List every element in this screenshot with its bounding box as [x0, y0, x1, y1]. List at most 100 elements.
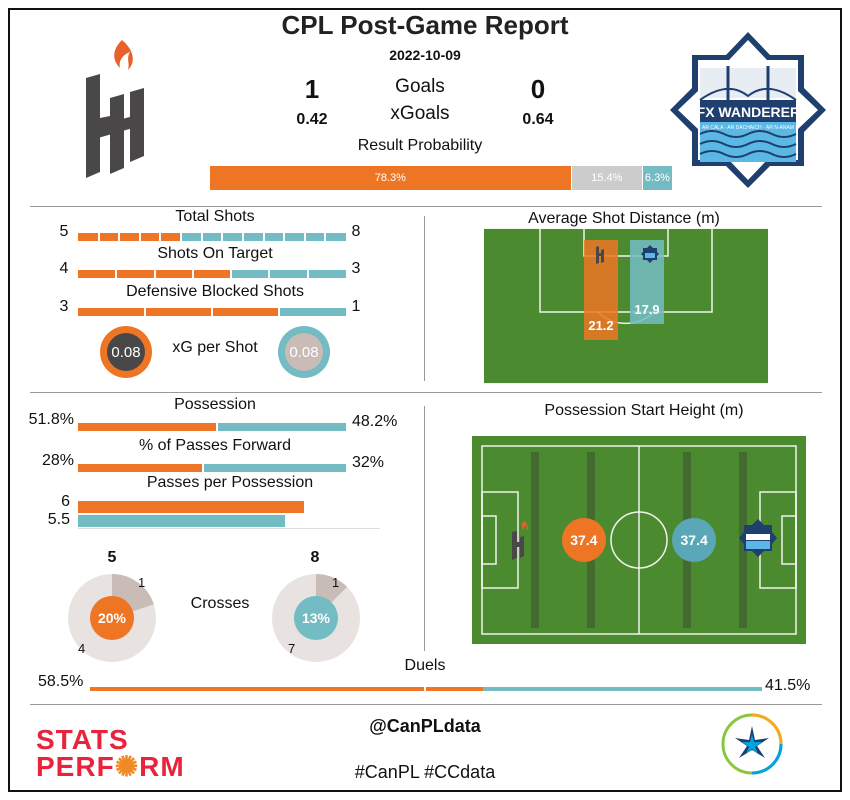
duels-away-value: 41.5% [765, 677, 811, 694]
shot-stat-home-bar [78, 233, 182, 241]
duels-home-value: 58.5% [38, 673, 84, 690]
goals-label: Goals [395, 76, 445, 97]
full-pitch: 37.4 37.4 [472, 436, 806, 644]
away-poss-height-marker: 37.4 [672, 518, 717, 562]
away-pitch-logo [739, 519, 777, 557]
home-mini-logo [596, 246, 604, 264]
duels-home-bar [90, 687, 484, 691]
home-crosses-failed: 4 [78, 641, 86, 656]
ppp-home-bar [78, 501, 304, 513]
shot-stat-away-value: 8 [351, 223, 361, 240]
poss-stat-home-bar [78, 464, 204, 472]
poss-stat-title: Possession [174, 396, 256, 413]
home-crosses-total: 5 [107, 549, 117, 566]
shot-stat-away-bar [231, 270, 346, 278]
shot-unit-gap [144, 308, 146, 316]
ppp-away-value: 5.5 [47, 511, 70, 528]
prob-away-segment: 6.3% [642, 166, 672, 190]
poss-stat-title: % of Passes Forward [138, 437, 292, 454]
poss-stat-gap [215, 423, 218, 431]
ppp-away-bar [78, 515, 286, 527]
ppp-baseline [78, 528, 380, 529]
cpl-league-logo [721, 713, 783, 775]
shot-stat-away-bar [279, 308, 346, 316]
away-crosses-completed: 1 [332, 575, 340, 590]
shot-unit-gap [230, 270, 233, 278]
shot-unit-gap [97, 233, 100, 241]
shot-unit-gap [221, 233, 224, 241]
duels-bar [90, 687, 762, 691]
poss-stat-away-bar [203, 464, 346, 472]
shot-unit-gap [115, 270, 118, 278]
sponsor-line3: RM [139, 751, 185, 782]
shot-stat-away-value: 1 [351, 298, 361, 315]
shot-stat-title: Defensive Blocked Shots [126, 283, 304, 300]
away-crosses-pct: 13% [302, 610, 331, 626]
away-logo-text: HFX WANDERERS [687, 104, 810, 120]
shot-distance-title: Average Shot Distance (m) [528, 210, 720, 227]
shot-unit-gap [191, 270, 194, 278]
away-crosses-donut: 13% [272, 574, 360, 662]
shot-stat-title: Total Shots [175, 208, 255, 225]
away-goals: 0 [530, 74, 546, 104]
home-crosses-completed: 1 [138, 575, 146, 590]
sponsor-line2: PERF [36, 751, 115, 782]
xg-per-shot-label: xG per Shot [172, 339, 258, 356]
hashtags: #CanPL #CCdata [354, 762, 496, 782]
shot-unit-gap [153, 270, 156, 278]
shot-unit-gap [241, 233, 244, 241]
shot-stat-title: Shots On Target [157, 245, 273, 262]
away-mini-logo [641, 245, 659, 263]
duels-title: Duels [404, 657, 446, 674]
shot-unit-gap [200, 233, 203, 241]
result-prob-label: Result Probability [357, 137, 483, 154]
shot-unit-gap [306, 270, 309, 278]
home-xg-per-shot: 0.08 [107, 333, 145, 371]
shot-unit-gap [211, 308, 213, 316]
divider-3 [30, 704, 822, 705]
ppp-title: Passes per Possession [146, 474, 314, 491]
sponsor-line2-wrap: PERF✺RM [36, 750, 185, 783]
poss-stat-home-value: 28% [41, 452, 74, 469]
away-xg-shot-ring: 0.08 [278, 326, 330, 378]
shot-unit-gap [283, 233, 286, 241]
home-shot-distance-label: 21.2 [588, 318, 614, 333]
away-xg-per-shot: 0.08 [285, 333, 323, 371]
home-crosses-pct: 20% [98, 610, 127, 626]
poss-stat-home-value: 51.8% [28, 411, 74, 428]
home-team-logo [86, 40, 144, 178]
home-xg-shot-ring: 0.08 [100, 326, 152, 378]
result-probability-bar: 78.3% 15.4% 6.3% [210, 166, 672, 190]
ppp-home-value: 6 [61, 493, 70, 510]
away-logo-sub: AR CALA · AR DACHAICH · AR N-ANAM [702, 125, 794, 131]
prob-away-label: 6.3% [644, 172, 670, 184]
poss-stat-gap [202, 464, 205, 472]
shot-unit-gap [262, 233, 265, 241]
poss-stat-away-bar [216, 423, 346, 431]
divider-2 [30, 392, 822, 393]
divider-v1 [424, 216, 425, 381]
shot-stat-away-value: 3 [351, 260, 361, 277]
away-team-logo: HFX WANDERERS AR CALA · AR DACHAICH · AR… [670, 32, 826, 188]
shot-unit-gap [303, 233, 306, 241]
page-title: CPL Post-Game Report [281, 10, 569, 40]
shot-stat-home-value: 4 [59, 260, 69, 277]
shot-stat-home-value: 3 [59, 298, 69, 315]
shot-stat-home-bar [78, 308, 279, 316]
poss-stat-home-bar [78, 423, 217, 431]
shot-unit-gap [268, 270, 271, 278]
poss-stat-away-value: 48.2% [352, 413, 398, 430]
home-pitch-logo [512, 521, 528, 560]
divider-1 [30, 206, 822, 207]
shot-unit-gap [324, 233, 327, 241]
home-xg: 0.42 [296, 111, 328, 128]
home-crosses-donut: 20% [68, 574, 156, 662]
shot-unit-gap [180, 233, 183, 241]
duels-away-bar [483, 687, 762, 691]
away-shot-distance-label: 17.9 [634, 302, 660, 318]
prob-draw-segment: 15.4% [571, 166, 642, 190]
shot-unit-gap [278, 308, 280, 316]
away-crosses-failed: 7 [288, 641, 296, 656]
match-date: 2022-10-09 [389, 47, 461, 63]
duels-mid-gap [424, 687, 426, 691]
